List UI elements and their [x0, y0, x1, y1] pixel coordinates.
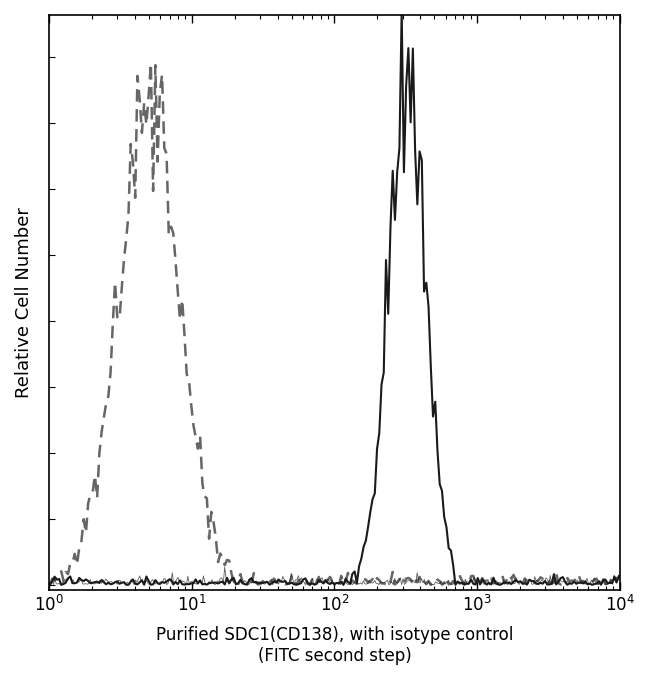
- Y-axis label: Relative Cell Number: Relative Cell Number: [15, 207, 33, 398]
- X-axis label: Purified SDC1(CD138), with isotype control
(FITC second step): Purified SDC1(CD138), with isotype contr…: [156, 626, 513, 665]
